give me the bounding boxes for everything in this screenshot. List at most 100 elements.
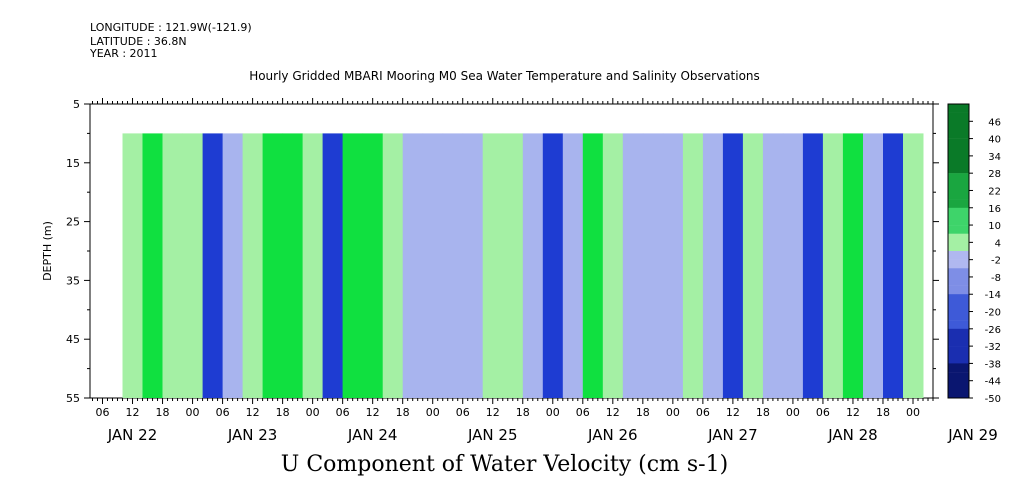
y-axis-label: DEPTH (m) — [41, 221, 54, 281]
x-hour-label: 12 — [726, 406, 740, 419]
x-day-label: JAN 24 — [347, 426, 398, 444]
colorbar-label: -20 — [985, 308, 1001, 319]
x-hour-label: 12 — [486, 406, 500, 419]
x-hour-label: 12 — [126, 406, 140, 419]
colorbar-swatch — [948, 216, 969, 226]
year-label: YEAR : 2011 — [90, 47, 158, 60]
x-hour-label: 06 — [96, 406, 110, 419]
x-hour-label: 06 — [216, 406, 230, 419]
colorbar-swatch — [948, 121, 969, 131]
x-day-label: JAN 27 — [707, 426, 758, 444]
colorbar-label: 40 — [988, 135, 1001, 146]
heatmap-cell — [382, 133, 404, 398]
colorbar-swatch — [948, 155, 969, 165]
colorbar-swatch — [948, 311, 969, 321]
colorbar-swatch — [948, 328, 969, 338]
x-hour-label: 00 — [906, 406, 920, 419]
heatmap-cell — [502, 133, 524, 398]
y-tick-label: 35 — [66, 274, 80, 287]
heatmap-cell — [142, 133, 163, 398]
x-hour-label: 06 — [816, 406, 830, 419]
colorbar-swatch — [948, 138, 969, 148]
x-day-label: JAN 28 — [827, 426, 878, 444]
heatmap-cell — [782, 133, 804, 398]
colorbar-swatch — [948, 363, 969, 373]
x-day-label: JAN 23 — [227, 426, 278, 444]
heatmap-cell — [822, 133, 844, 398]
heatmap-cell — [682, 133, 704, 398]
heatmap-cell — [842, 133, 864, 398]
colorbar-label: 4 — [995, 238, 1001, 249]
colorbar-swatch — [948, 337, 969, 347]
longitude-label: LONGITUDE : 121.9W(-121.9) — [90, 21, 252, 34]
colorbar-swatch — [948, 285, 969, 295]
x-hour-label: 06 — [336, 406, 350, 419]
colorbar-swatch — [948, 346, 969, 355]
x-day-label: JAN 25 — [467, 426, 518, 444]
heatmap-cell — [482, 133, 504, 398]
x-day-label: JAN 29 — [947, 426, 998, 444]
colorbar-swatch — [948, 207, 969, 217]
colorbar-swatch — [948, 112, 969, 122]
heatmap-cell — [742, 133, 764, 398]
heatmap-cell — [302, 133, 324, 398]
x-hour-label: 18 — [516, 406, 530, 419]
colorbar-label: -2 — [991, 256, 1001, 267]
x-hour-label: 18 — [636, 406, 650, 419]
heatmap-cell — [202, 133, 224, 398]
heatmap-cell — [342, 133, 364, 398]
colorbar-label: 16 — [988, 204, 1001, 215]
colorbar-swatch — [948, 199, 969, 208]
heatmap-cell — [162, 133, 183, 398]
heatmap-cell — [222, 133, 244, 398]
colorbar-swatch — [948, 233, 969, 243]
heatmap-cell — [883, 133, 904, 398]
heatmap-cells — [122, 133, 924, 398]
colorbar-label: 46 — [988, 117, 1001, 128]
x-hour-label: 18 — [156, 406, 170, 419]
colorbar-label: 34 — [988, 152, 1001, 163]
colorbar-swatch — [948, 147, 969, 157]
x-hour-label: 00 — [186, 406, 200, 419]
colorbar-swatch — [948, 389, 969, 399]
heatmap-cell — [702, 133, 724, 398]
colorbar-swatch — [948, 380, 969, 390]
heatmap-cell — [362, 133, 384, 398]
colorbar-label: -32 — [985, 342, 1001, 353]
heatmap-cell — [903, 133, 924, 398]
heatmap-cell — [242, 133, 264, 398]
x-hour-label: 18 — [756, 406, 770, 419]
heatmap-cell — [662, 133, 684, 398]
colorbar-swatch — [948, 372, 969, 381]
colorbar-swatch — [948, 190, 969, 200]
heatmap-cell — [182, 133, 204, 398]
y-tick-label: 5 — [73, 98, 80, 111]
y-tick-label: 55 — [66, 392, 80, 405]
x-day-label: JAN 26 — [587, 426, 638, 444]
x-hour-label: 12 — [846, 406, 860, 419]
colorbar-label: -26 — [985, 325, 1001, 336]
x-hour-label: 00 — [426, 406, 440, 419]
x-hour-label: 00 — [546, 406, 560, 419]
x-hour-label: 06 — [696, 406, 710, 419]
colorbar-swatch — [948, 242, 969, 252]
y-tick-label: 15 — [66, 157, 80, 170]
heatmap-cell — [522, 133, 544, 398]
colorbar-label: -44 — [985, 377, 1001, 388]
heatmap-cell — [722, 133, 744, 398]
colorbar-swatch — [948, 173, 969, 183]
heatmap-cell — [422, 133, 444, 398]
heatmap-cell — [442, 133, 464, 398]
x-hour-label: 06 — [576, 406, 590, 419]
heatmap-cell — [762, 133, 784, 398]
y-tick-label: 45 — [66, 333, 80, 346]
colorbar-swatch — [948, 259, 969, 269]
colorbar-swatch — [948, 320, 969, 330]
colorbar-swatch — [948, 276, 969, 286]
x-axis-title: U Component of Water Velocity (cm s-1) — [280, 452, 729, 477]
colorbar-label: -38 — [985, 359, 1001, 370]
colorbar-label: 28 — [988, 169, 1001, 180]
colorbar-swatch — [948, 129, 969, 139]
colorbar-label: -50 — [985, 394, 1001, 405]
